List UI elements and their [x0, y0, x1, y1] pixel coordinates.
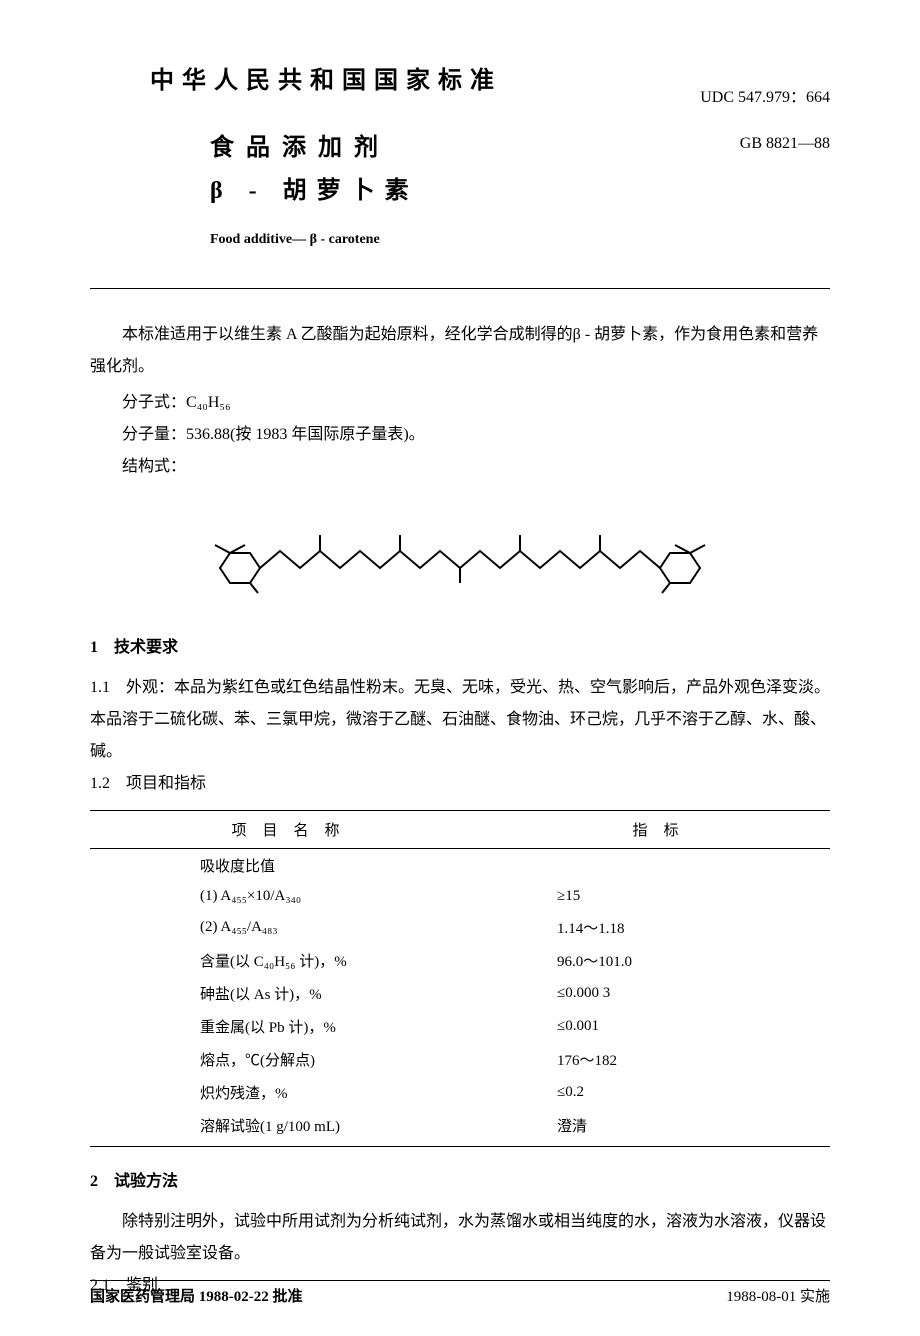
table-row: (1) A₄₅₅×10/A₃₄₀≥15	[90, 882, 830, 911]
table-row: 溶解试验(1 g/100 mL)澄清	[90, 1109, 830, 1147]
table-row: 重金属(以 Pb 计)，%≤0.001	[90, 1010, 830, 1043]
section1-p1-1: 1.1 外观：本品为紫红色或红色结晶性粉末。无臭、无味，受光、热、空气影响后，产…	[90, 672, 830, 768]
doc-title-line2: β - 胡萝卜素	[210, 170, 419, 205]
table-row: 熔点，℃(分解点)176～182	[90, 1043, 830, 1076]
table-body: 吸收度比值 (1) A₄₅₅×10/A₃₄₀≥15 (2) A₄₅₅/A₄₈₃1…	[90, 849, 830, 1147]
section1-p1-2: 1.2 项目和指标	[90, 768, 830, 800]
intro-p1: 本标准适用于以维生素 A 乙酸酯为起始原料，经化学合成制得的β - 胡萝卜素，作…	[90, 319, 830, 383]
intro-block: 本标准适用于以维生素 A 乙酸酯为起始原料，经化学合成制得的β - 胡萝卜素，作…	[90, 319, 830, 483]
table-row: 砷盐(以 As 计)，%≤0.000 3	[90, 977, 830, 1010]
section2-body: 除特别注明外，试验中所用试剂为分析纯试剂，水为蒸馏水或相当纯度的水，溶液为水溶液…	[90, 1206, 830, 1270]
section-1: 1 技术要求 1.1 外观：本品为紫红色或红色结晶性粉末。无臭、无味，受光、热、…	[90, 633, 830, 800]
table-row: 炽灼残渣，%≤0.2	[90, 1076, 830, 1109]
beta-carotene-structure-icon	[200, 503, 720, 603]
section1-heading: 1 技术要求	[90, 633, 830, 657]
table-header-value: 指标	[497, 811, 830, 849]
footer: 国家医药管理局 1988-02-22 批准 1988-08-01 实施	[90, 1280, 830, 1306]
table-header-name: 项目名称	[90, 811, 497, 849]
molecular-weight: 分子量：536.88(按 1983 年国际原子量表)。	[90, 419, 830, 451]
table-row: (2) A₄₅₅/A₄₈₃1.14～1.18	[90, 911, 830, 944]
divider	[90, 288, 830, 289]
english-title: Food additive— β - carotene	[210, 232, 830, 248]
gb-code: GB 8821—88	[740, 135, 830, 153]
footer-approval: 国家医药管理局 1988-02-22 批准	[90, 1285, 303, 1306]
footer-implementation: 1988-08-01 实施	[726, 1285, 830, 1306]
table-header-row: 项目名称 指标	[90, 811, 830, 849]
doc-title-line1: 食品添加剂	[210, 127, 419, 162]
page-header: 中华人民共和国国家标准 UDC 547.979：664 食品添加剂 β - 胡萝…	[90, 60, 830, 248]
title-row: 食品添加剂 β - 胡萝卜素 GB 8821—88	[90, 127, 830, 217]
section2-heading: 2 试验方法	[90, 1167, 830, 1191]
spec-table: 项目名称 指标 吸收度比值 (1) A₄₅₅×10/A₃₄₀≥15 (2) A₄…	[90, 810, 830, 1147]
table-row: 吸收度比值	[90, 849, 830, 883]
table-row: 含量(以 C₄₀H₅₆ 计)，%96.0～101.0	[90, 944, 830, 977]
molecular-formula: 分子式：C₄₀H₅₆	[90, 387, 830, 419]
doc-title-block: 食品添加剂 β - 胡萝卜素	[210, 127, 419, 217]
structure-label: 结构式：	[90, 451, 830, 483]
